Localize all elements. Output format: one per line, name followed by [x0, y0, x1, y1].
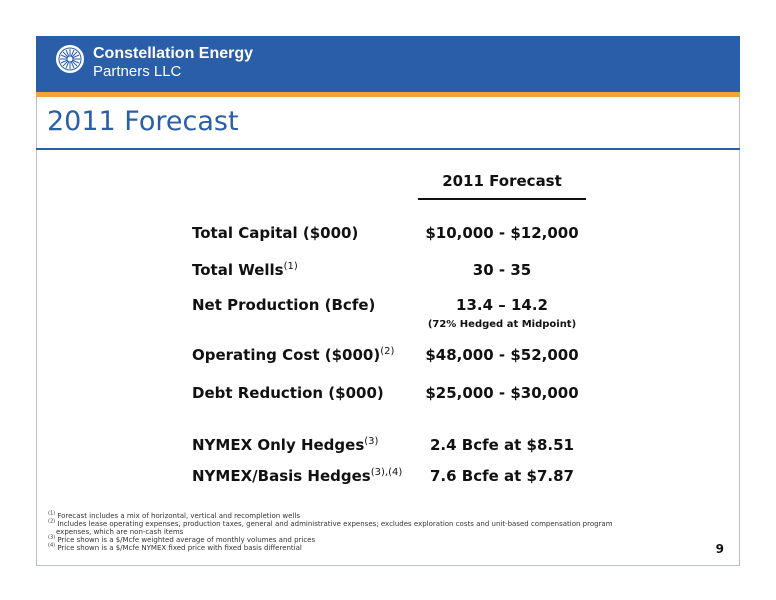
footnote-ref: (2): [380, 346, 395, 357]
row-value-net-production: 13.4 – 14.2: [456, 296, 548, 314]
row-label-total-wells: Total Wells(1): [192, 261, 298, 279]
column-header-underline: [418, 198, 586, 200]
row-value-total-capital: $10,000 - $12,000: [425, 224, 579, 242]
title-underline: [36, 148, 740, 150]
row-label-nymex-only-hedges: NYMEX Only Hedges(3): [192, 436, 379, 454]
row-label-total-capital: Total Capital ($000): [192, 224, 359, 242]
logo-company-suffix: Partners LLC: [93, 63, 182, 80]
footnote-3: (3) Price shown is a $/Mcfe weighted ave…: [48, 534, 316, 544]
row-label-operating-cost: Operating Cost ($000)(2): [192, 346, 395, 364]
footnote-2: (2) Includes lease operating expenses, p…: [48, 518, 613, 528]
company-logo: Constellation Energy Partners LLC: [54, 43, 294, 85]
footnote-ref: (1): [283, 261, 298, 272]
row-value-debt-reduction: $25,000 - $30,000: [425, 384, 579, 402]
starburst-logo-icon: [54, 43, 86, 75]
row-label-nymex-basis-hedges: NYMEX/Basis Hedges(3),(4): [192, 467, 403, 485]
page-number: 9: [715, 542, 724, 556]
footnotes: (1) Forecast includes a mix of horizonta…: [48, 510, 648, 552]
row-label-debt-reduction: Debt Reduction ($000): [192, 384, 384, 402]
header-bar: [36, 36, 740, 92]
forecast-column-header: 2011 Forecast: [442, 172, 562, 190]
footnote-1: (1) Forecast includes a mix of horizonta…: [48, 510, 300, 520]
row-value-total-wells: 30 - 35: [472, 261, 532, 279]
row-value-nymex-basis-hedges: 7.6 Bcfe at $7.87: [429, 467, 574, 485]
row-note-hedged: (72% Hedged at Midpoint): [427, 319, 577, 330]
row-value-operating-cost: $48,000 - $52,000: [425, 346, 579, 364]
page-title: 2011 Forecast: [47, 106, 239, 137]
header-accent-stripe: [36, 92, 740, 97]
footnote-ref: (3),(4): [370, 467, 403, 478]
row-value-nymex-only-hedges: 2.4 Bcfe at $8.51: [429, 436, 574, 454]
row-label-net-production: Net Production (Bcfe): [192, 296, 376, 314]
footnote-2-continued: expenses, which are non-cash items: [56, 528, 184, 536]
footnote-4: (4) Price shown is a $/Mcfe NYMEX fixed …: [48, 542, 302, 552]
footnote-ref: (3): [364, 436, 379, 447]
logo-company-name: Constellation Energy: [93, 45, 254, 62]
